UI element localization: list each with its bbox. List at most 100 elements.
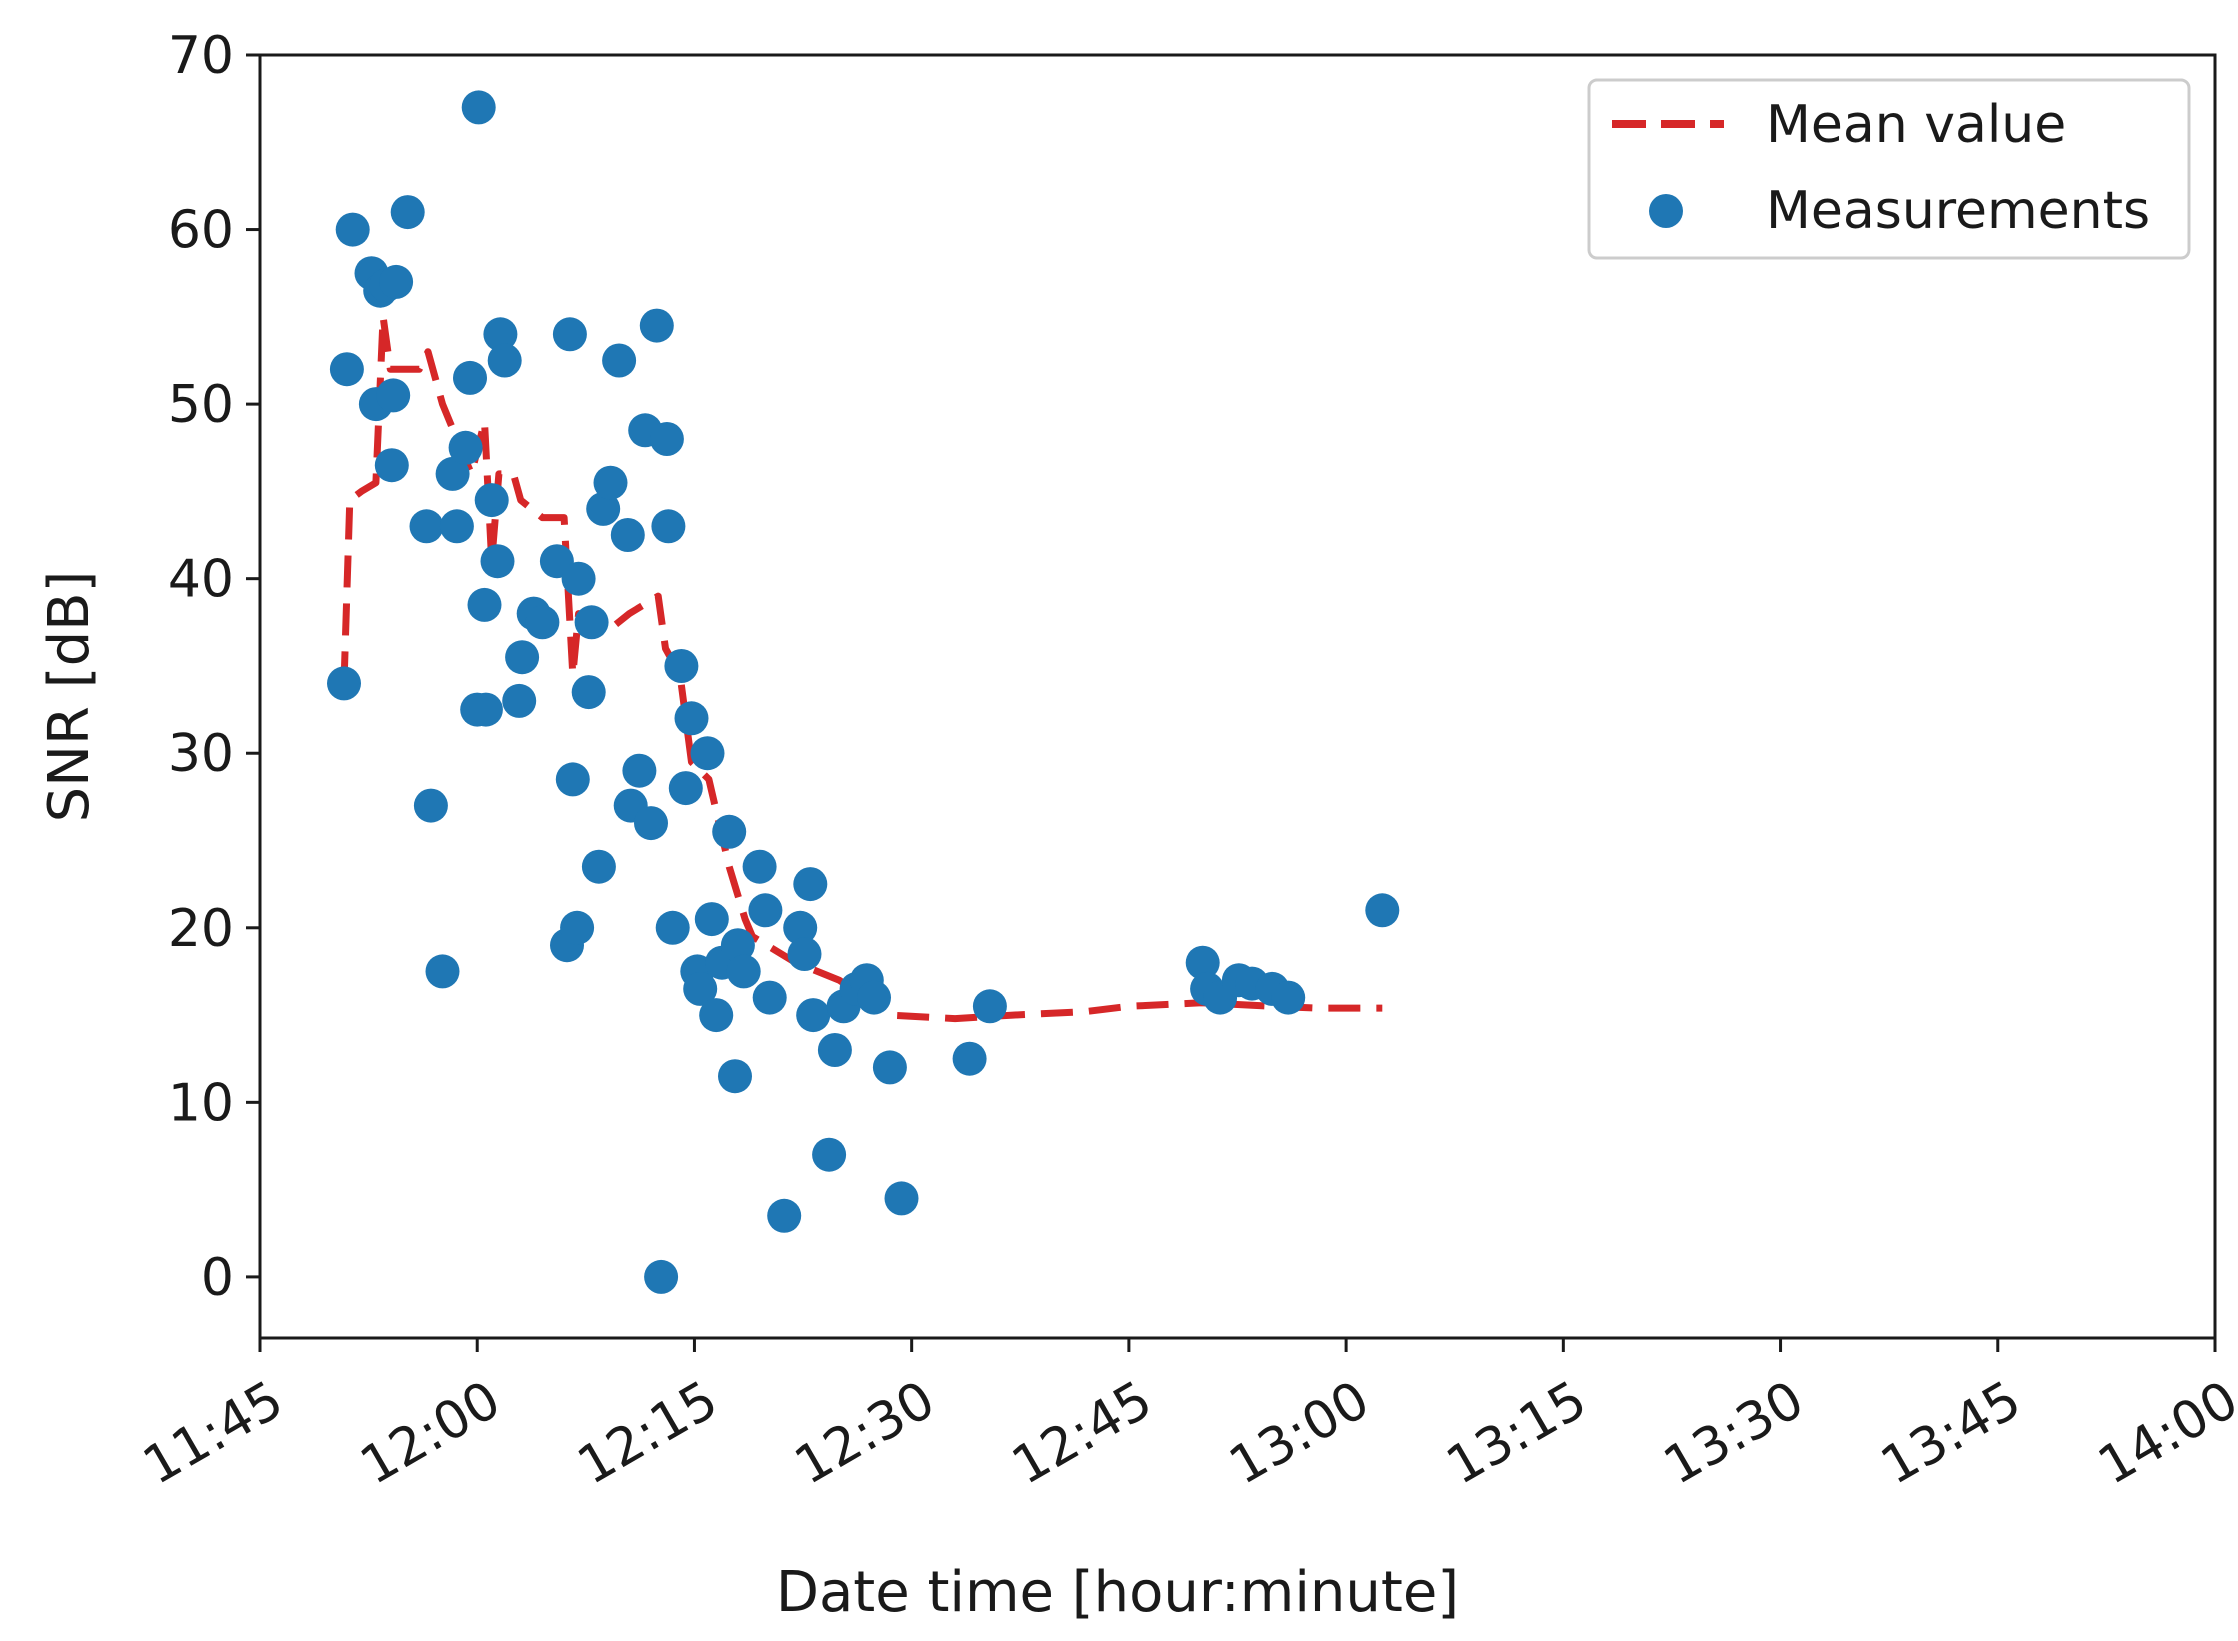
x-tick-label: 12:00 bbox=[351, 1370, 511, 1497]
measurement-point bbox=[767, 1198, 802, 1233]
measurement-point bbox=[651, 509, 686, 544]
measurement-point bbox=[1365, 893, 1400, 928]
measurement-point bbox=[581, 849, 616, 884]
measurement-point bbox=[664, 649, 699, 683]
measurement-point bbox=[461, 90, 496, 125]
measurement-point bbox=[726, 954, 761, 989]
measurement-point bbox=[468, 692, 503, 727]
x-tick-label: 13:45 bbox=[1871, 1370, 2031, 1497]
measurement-point bbox=[655, 910, 690, 945]
measurement-point bbox=[487, 343, 522, 378]
y-tick-label: 70 bbox=[168, 26, 234, 86]
legend: Mean value Measurements bbox=[1587, 78, 2191, 260]
measurement-point bbox=[483, 317, 518, 352]
mean-value-line bbox=[340, 313, 1383, 1023]
measurement-point bbox=[474, 483, 509, 518]
measurement-point bbox=[622, 753, 657, 788]
measurement-point bbox=[1185, 945, 1220, 980]
measurement-point bbox=[872, 1050, 907, 1085]
x-tick-label: 13:30 bbox=[1654, 1370, 1814, 1497]
measurement-point bbox=[712, 814, 747, 849]
measurement-point bbox=[413, 788, 448, 823]
measurement-point bbox=[718, 1059, 752, 1094]
measurement-point bbox=[857, 980, 891, 1015]
plot-area-frame bbox=[258, 53, 2217, 1340]
measurement-point bbox=[668, 771, 703, 806]
x-tick-label: 11:45 bbox=[134, 1370, 294, 1497]
measurement-point bbox=[639, 308, 674, 343]
measurement-point bbox=[376, 378, 411, 413]
measurement-point bbox=[884, 1181, 919, 1216]
measurement-point bbox=[694, 902, 729, 937]
x-tick-label: 14:00 bbox=[2089, 1370, 2238, 1497]
measurement-point bbox=[752, 980, 787, 1015]
measurement-point bbox=[574, 605, 609, 640]
y-axis-ticks: 0 10 20 30 40 50 60 70 bbox=[168, 26, 260, 1308]
measurement-point bbox=[453, 360, 487, 395]
measurement-point bbox=[390, 195, 425, 230]
measurement-point bbox=[409, 509, 444, 544]
measurement-point bbox=[335, 212, 370, 247]
y-axis-label: SNR [dB] bbox=[37, 571, 102, 823]
measurement-point bbox=[793, 867, 828, 902]
x-axis-label: Date time [hour:minute] bbox=[776, 1560, 1459, 1625]
measurement-point bbox=[699, 998, 734, 1033]
x-tick-label: 12:45 bbox=[1002, 1370, 1162, 1497]
measurement-point bbox=[329, 352, 364, 387]
measurement-point bbox=[480, 544, 515, 579]
measurement-point bbox=[796, 998, 831, 1033]
measurement-point bbox=[448, 430, 483, 465]
measurement-point bbox=[787, 937, 822, 971]
measurement-point bbox=[783, 910, 818, 945]
y-tick-label: 40 bbox=[168, 550, 234, 610]
y-tick-label: 10 bbox=[168, 1073, 234, 1133]
legend-mean-label: Mean value bbox=[1766, 95, 2066, 155]
measurement-point bbox=[644, 1259, 679, 1294]
legend-measurement-marker-icon bbox=[1649, 194, 1683, 228]
measurement-point bbox=[502, 683, 537, 718]
measurement-point bbox=[1271, 980, 1306, 1015]
measurement-point bbox=[952, 1041, 987, 1076]
measurement-point bbox=[742, 849, 777, 884]
measurement-point bbox=[602, 343, 637, 378]
legend-box bbox=[1587, 78, 2191, 260]
measurement-point bbox=[374, 448, 409, 483]
measurement-point bbox=[634, 806, 668, 841]
y-tick-label: 20 bbox=[168, 899, 234, 959]
measurement-point bbox=[505, 640, 540, 675]
measurement-point bbox=[439, 509, 474, 544]
measurement-point bbox=[748, 893, 783, 928]
y-tick-label: 30 bbox=[168, 724, 234, 784]
x-axis-ticks: 11:45 12:00 12:15 12:30 12:45 13:00 13:15 13:30… bbox=[134, 1338, 2238, 1497]
measurement-point bbox=[525, 605, 560, 640]
measurement-point bbox=[555, 762, 590, 797]
measurement-point bbox=[552, 317, 587, 352]
measurement-point bbox=[467, 587, 502, 622]
y-tick-label: 0 bbox=[201, 1248, 234, 1308]
x-tick-label: 13:00 bbox=[1220, 1370, 1380, 1497]
x-tick-label: 12:30 bbox=[785, 1370, 945, 1497]
measurement-point bbox=[327, 666, 361, 701]
measurement-point bbox=[586, 491, 621, 526]
x-tick-label: 13:15 bbox=[1437, 1370, 1597, 1497]
measurement-point bbox=[593, 465, 628, 500]
measurement-point bbox=[812, 1137, 847, 1172]
measurement-point bbox=[425, 954, 460, 989]
measurement-point bbox=[683, 971, 718, 1006]
measurement-point bbox=[560, 910, 595, 945]
measurement-point bbox=[972, 989, 1007, 1024]
x-tick-label: 12:15 bbox=[568, 1370, 728, 1497]
measurement-point bbox=[610, 518, 645, 552]
legend-measurements-label: Measurements bbox=[1766, 181, 2150, 241]
measurement-point bbox=[435, 456, 470, 491]
measurements-series bbox=[327, 90, 1400, 1294]
measurement-point bbox=[720, 928, 755, 963]
measurement-point bbox=[690, 736, 725, 771]
measurement-point bbox=[817, 1033, 852, 1067]
mean-value-series bbox=[340, 313, 1383, 1023]
measurement-point bbox=[571, 675, 606, 710]
measurement-point bbox=[561, 561, 596, 596]
measurement-point bbox=[379, 264, 414, 299]
measurement-point bbox=[674, 701, 709, 736]
